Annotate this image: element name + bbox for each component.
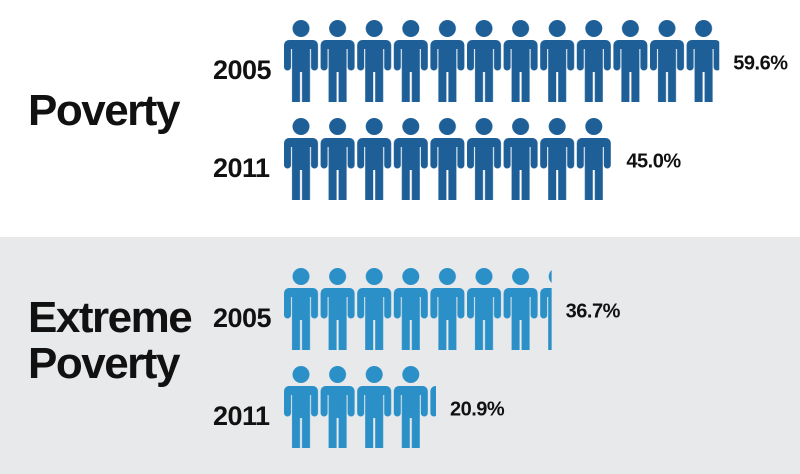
pictogram-bar — [283, 20, 720, 102]
pictogram-bar — [283, 268, 552, 350]
pictogram-bar — [283, 366, 436, 448]
category-label: 2005 — [213, 303, 272, 333]
value-label: 59.6% — [733, 52, 788, 74]
category-label: 2005 — [213, 55, 272, 85]
pictogram-bar — [283, 118, 613, 200]
chart-title: Extreme Poverty — [28, 293, 193, 388]
category-label: 2011 — [213, 401, 270, 431]
category-label: 2011 — [213, 153, 270, 183]
value-label: 45.0% — [626, 150, 681, 172]
chart-title: Poverty — [28, 86, 180, 135]
value-label: 20.9% — [450, 398, 505, 420]
value-label: 36.7% — [566, 300, 621, 322]
